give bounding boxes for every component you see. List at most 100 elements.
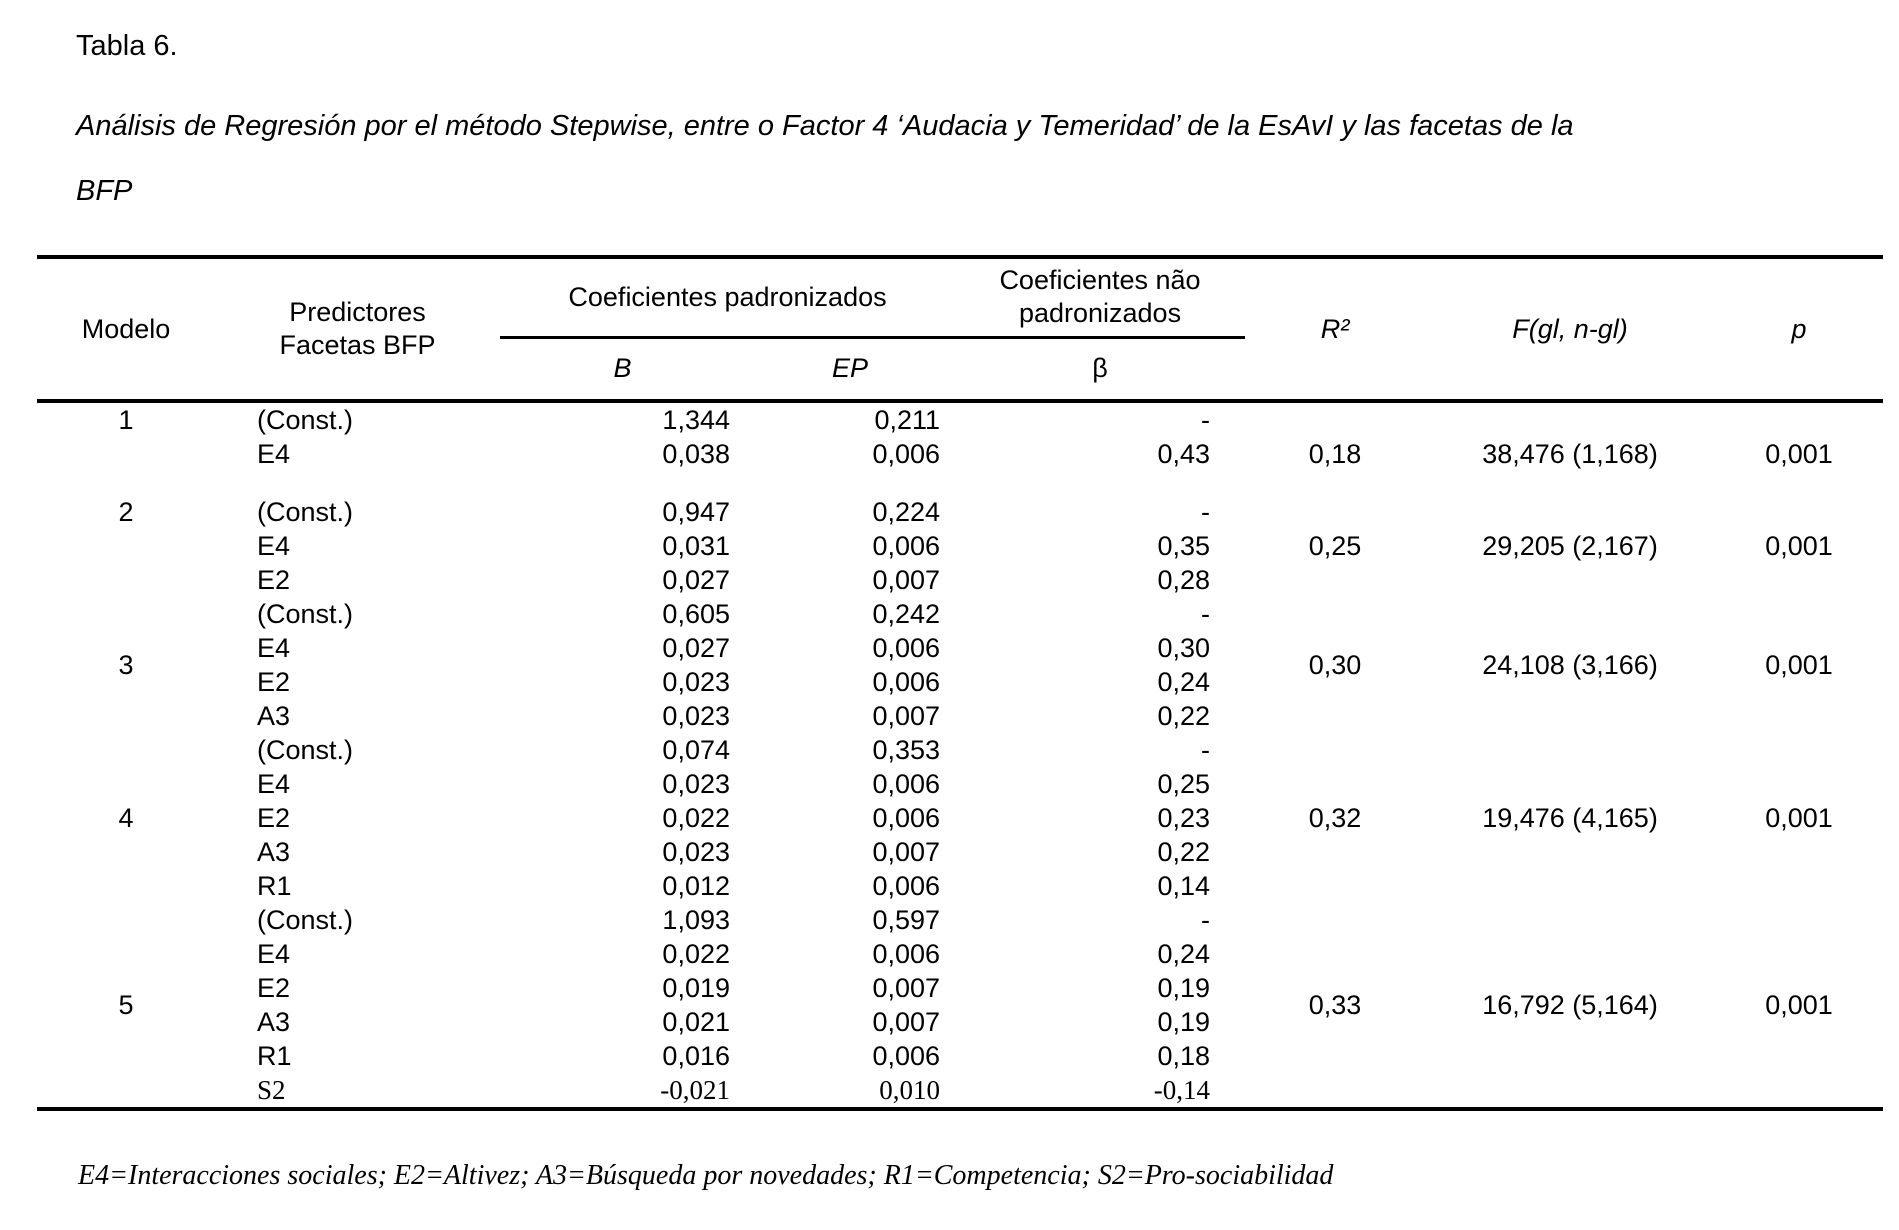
beta-cell: 0,24: [1157, 939, 1211, 969]
table-row: E2 0,027 0,007 0,28: [37, 563, 1883, 597]
predictor-cell: A3: [257, 1007, 291, 1037]
spacer-row: [37, 471, 1883, 495]
ep-cell: 0,006: [872, 531, 941, 561]
header-coeficientes-padronizados: Coeficientes padronizados: [500, 257, 956, 339]
b-cell: 0,012: [662, 871, 730, 901]
beta-cell: -: [1201, 497, 1211, 527]
beta-cell: 0,43: [1157, 439, 1211, 469]
table-row: E4 0,022 0,006 0,24: [37, 937, 1883, 971]
r2-cell: 0,18: [1308, 439, 1362, 469]
b-cell: 1,344: [662, 405, 730, 435]
header-predictores: Predictores Facetas BFP: [215, 257, 500, 403]
regression-table: Modelo Predictores Facetas BFP Coeficien…: [37, 255, 1884, 1111]
r2-cell: 0,30: [1308, 650, 1362, 680]
predictor-cell: E2: [257, 667, 291, 697]
model-number: 1: [118, 405, 134, 435]
predictor-cell: (Const.): [257, 405, 354, 435]
predictor-cell: E4: [257, 633, 291, 663]
predictor-cell: S2: [257, 1075, 286, 1105]
ep-cell: 0,006: [872, 871, 941, 901]
predictor-cell: R1: [257, 1041, 292, 1071]
b-cell: 0,947: [662, 497, 730, 527]
p-cell: 0,001: [1765, 650, 1833, 680]
ep-cell: 0,007: [872, 837, 941, 867]
p-cell: 0,001: [1765, 439, 1833, 469]
header-predictores-line1: Predictores: [289, 297, 426, 327]
table-row: A3 0,021 0,007 0,19: [37, 1005, 1883, 1039]
f-cell: 24,108 (3,166): [1482, 650, 1658, 680]
table-row: 3 (Const.) 0,605 0,242 - 0,30 24,108 (3,166) 0,…: [37, 597, 1883, 680]
header-f: F(gl, n-gl): [1425, 257, 1716, 403]
header-beta: β: [955, 337, 1246, 403]
ep-cell: 0,006: [872, 439, 941, 469]
table-row: E2 0,019 0,007 0,19: [37, 971, 1883, 1005]
beta-cell: 0,14: [1157, 871, 1211, 901]
f-cell: 19,476 (4,165): [1482, 803, 1658, 833]
ep-cell: 0,211: [874, 405, 941, 435]
f-cell: 38,476 (1,168): [1482, 439, 1658, 469]
table-row: 2 (Const.) 0,947 0,224 - 0,25 29,205 (2,167) 0,…: [37, 495, 1883, 561]
b-cell: 0,031: [662, 531, 730, 561]
header-predictores-line2: Facetas BFP: [279, 330, 436, 360]
table-row: 4 (Const.) 0,074 0,353 - 0,32 19,476 (4,165) 0,…: [37, 733, 1883, 833]
ep-cell: 0,007: [872, 565, 941, 595]
ep-cell: 0,353: [872, 735, 941, 765]
p-cell: 0,001: [1765, 531, 1833, 561]
b-cell: 0,038: [662, 439, 730, 469]
predictor-cell: E2: [257, 565, 291, 595]
beta-cell: 0,19: [1157, 1007, 1211, 1037]
ep-cell: 0,007: [872, 1007, 941, 1037]
b-cell: 0,021: [662, 1007, 730, 1037]
r2-cell: 0,25: [1308, 531, 1362, 561]
predictor-cell: E2: [257, 803, 291, 833]
b-cell: 0,023: [662, 667, 730, 697]
table-row: E4 0,027 0,006 0,30: [37, 631, 1883, 665]
ep-cell: 0,006: [872, 633, 941, 663]
beta-cell: 0,24: [1157, 667, 1211, 697]
table-row: E4 0,031 0,006 0,35: [37, 529, 1883, 563]
header-p: p: [1715, 257, 1884, 403]
ep-cell: 0,007: [872, 701, 941, 731]
beta-cell: -0,14: [1153, 1075, 1211, 1105]
predictor-cell: A3: [257, 701, 291, 731]
table-row: A3 0,023 0,007 0,22: [37, 699, 1883, 733]
b-cell: 1,093: [662, 905, 730, 935]
predictor-cell: E4: [257, 439, 291, 469]
b-cell: 0,022: [662, 939, 730, 969]
beta-cell: 0,22: [1157, 837, 1211, 867]
beta-cell: -: [1201, 599, 1211, 629]
table-row: S2 -0,021 0,010 -0,14: [37, 1073, 1883, 1109]
f-cell: 16,792 (5,164): [1482, 990, 1658, 1020]
predictor-cell: A3: [257, 837, 291, 867]
predictor-cell: R1: [257, 871, 292, 901]
r2-cell: 0,32: [1308, 803, 1362, 833]
beta-cell: 0,19: [1157, 973, 1211, 1003]
table-body: 1 (Const.) 1,344 0,211 - 0,18 38,476 (1,168) 0,…: [37, 401, 1883, 1109]
b-cell: 0,023: [662, 837, 730, 867]
ep-cell: 0,597: [872, 905, 941, 935]
table-row: 1 (Const.) 1,344 0,211 - 0,18 38,476 (1,168) 0,…: [37, 401, 1883, 469]
model-number: 2: [118, 497, 134, 527]
table-row: 5 (Const.) 1,093 0,597 - 0,33 16,792 (5,164) 0,…: [37, 903, 1883, 1020]
beta-cell: 0,23: [1157, 803, 1211, 833]
b-cell: 0,027: [662, 633, 730, 663]
model-number: 3: [118, 650, 134, 680]
table-subtitle: Análisis de Regresión por el método Step…: [76, 110, 1574, 207]
ep-cell: 0,006: [872, 803, 941, 833]
predictor-cell: E4: [257, 531, 291, 561]
table-row: E4 0,023 0,006 0,25: [37, 767, 1883, 801]
ep-cell: 0,010: [879, 1075, 941, 1105]
ep-cell: 0,006: [872, 939, 941, 969]
predictor-cell: E4: [257, 769, 291, 799]
predictor-cell: (Const.): [257, 599, 354, 629]
table-row: E4 0,038 0,006 0,43: [37, 437, 1883, 471]
beta-cell: 0,35: [1157, 531, 1211, 561]
ep-cell: 0,224: [872, 497, 941, 527]
p-cell: 0,001: [1765, 803, 1833, 833]
predictor-cell: E4: [257, 939, 291, 969]
ep-cell: 0,006: [872, 667, 941, 697]
table-footnote: E4=Interacciones sociales; E2=Altivez; A…: [78, 1160, 1334, 1191]
table-row: R1 0,012 0,006 0,14: [37, 869, 1883, 903]
b-cell: 0,027: [662, 565, 730, 595]
predictor-cell: (Const.): [257, 497, 354, 527]
